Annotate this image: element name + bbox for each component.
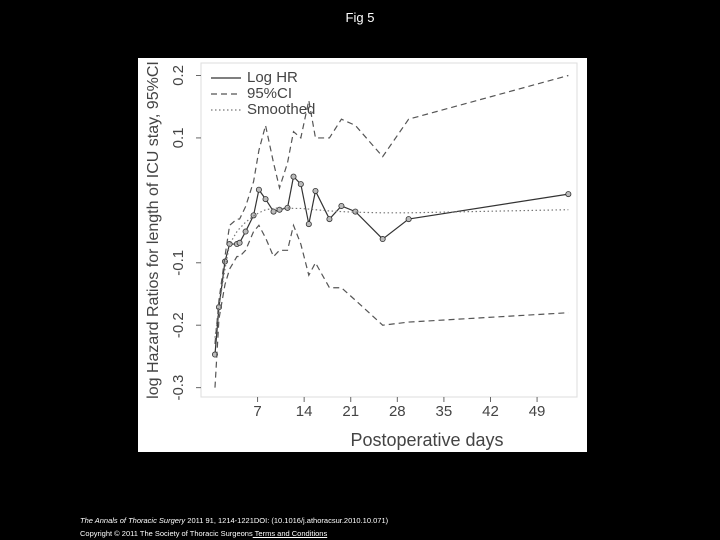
data-point	[379, 236, 386, 243]
data-point	[284, 204, 291, 211]
journal-name: The Annals of Thoracic Surgery	[80, 516, 186, 525]
data-point	[262, 196, 269, 203]
data-point	[276, 206, 283, 213]
data-point	[352, 208, 359, 215]
data-point	[290, 173, 297, 180]
data-point	[305, 221, 312, 228]
series-line	[214, 207, 569, 338]
data-point	[242, 228, 249, 235]
citation-line: The Annals of Thoracic Surgery 2011 91, …	[80, 516, 388, 525]
data-point	[312, 187, 319, 194]
data-point	[405, 216, 412, 223]
y-tick-label: -0.2	[170, 312, 187, 338]
x-tick-label: 49	[529, 403, 546, 420]
x-tick-label: 28	[389, 403, 406, 420]
y-tick-label: -0.1	[170, 250, 187, 276]
y-tick-label: 0.1	[170, 127, 187, 148]
y-axis-label: log Hazard Ratios for length of ICU stay…	[145, 61, 162, 399]
data-point	[565, 191, 572, 198]
x-tick-label: 14	[296, 403, 313, 420]
legend-label: Smoothed	[247, 101, 315, 118]
data-point	[255, 186, 262, 193]
x-tick-label: 21	[342, 403, 359, 420]
terms-link[interactable]: Terms and Conditions	[252, 529, 328, 538]
copyright: Copyright © 2011 The Society of Thoracic…	[80, 529, 253, 538]
legend-label: 95%CI	[247, 85, 292, 102]
x-tick-label: 7	[253, 403, 261, 420]
y-tick-label: -0.3	[170, 375, 187, 401]
data-point	[338, 202, 345, 209]
legend-label: Log HR	[247, 69, 298, 86]
data-point	[236, 239, 243, 246]
chart: Postoperative days log Hazard Ratios for…	[138, 58, 587, 452]
slide-title: Fig 5	[345, 10, 375, 25]
series-line	[214, 74, 569, 344]
x-tick-label: 42	[482, 403, 499, 420]
y-tick-label: 0.2	[170, 65, 187, 86]
citation: 2011 91, 1214-1221DOI: (10.1016/j.athora…	[185, 516, 389, 525]
plot-frame	[200, 62, 578, 398]
x-axis-label: Postoperative days	[350, 430, 503, 450]
copyright-line: Copyright © 2011 The Society of Thoracic…	[80, 529, 327, 538]
chart-background	[138, 58, 587, 452]
series-line	[214, 223, 569, 388]
data-point	[326, 216, 333, 223]
x-tick-label: 35	[436, 403, 453, 420]
data-point	[297, 181, 304, 188]
data-point	[270, 208, 277, 215]
